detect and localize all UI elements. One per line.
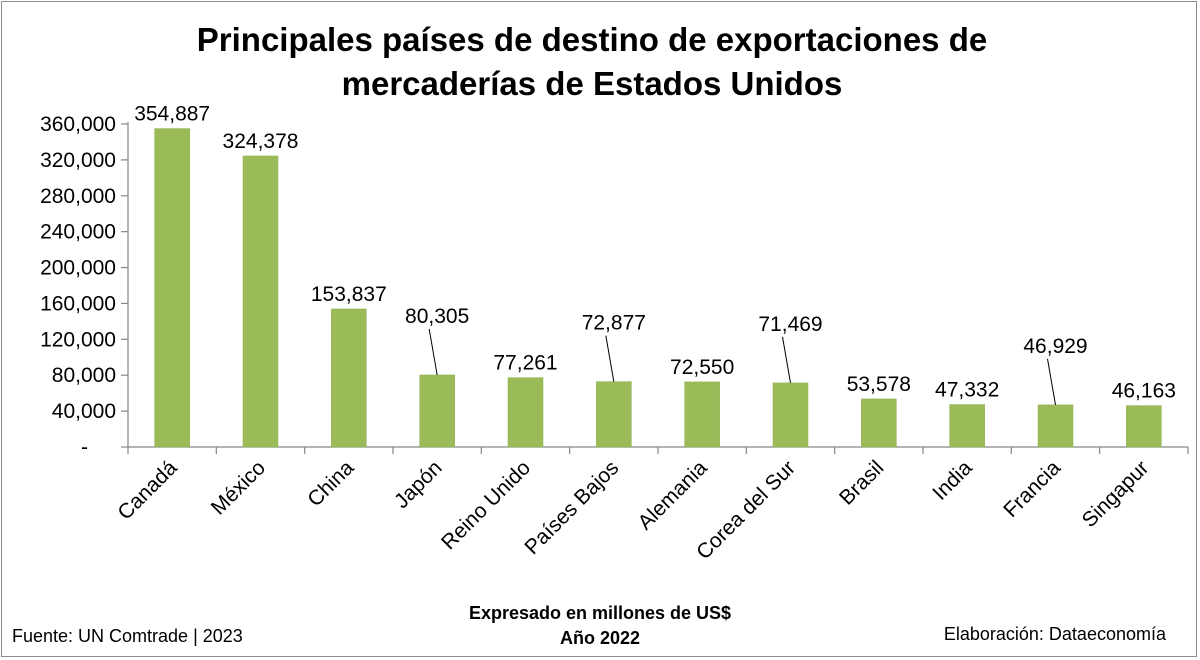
bar-países-bajos (596, 381, 632, 448)
bar-corea-del-sur (772, 382, 809, 448)
x-axis (127, 446, 1189, 454)
x-axis-title-line-2: Año 2022 (559, 628, 641, 648)
category-label: Francia (999, 456, 1065, 522)
leader-line (605, 335, 615, 382)
y-tick-label: 80,000 (52, 364, 116, 387)
data-label: 72,550 (670, 356, 734, 379)
bar-singapur (1126, 405, 1162, 448)
data-label: 80,305 (405, 305, 469, 328)
bar-canadá (154, 128, 190, 448)
bar-reino-unido (507, 377, 544, 448)
leader-line (1047, 358, 1056, 405)
bar-india (949, 404, 985, 448)
category-label: Brasil (835, 456, 888, 509)
y-tick-label: - (81, 436, 88, 459)
y-tick-label: 120,000 (40, 328, 116, 351)
y-tick-label: 160,000 (40, 292, 116, 315)
category-label: Singapur (1078, 456, 1154, 532)
category-label: China (303, 456, 358, 511)
y-axis: - 40,000 80,000 120,000 160,000 200,000 240,00… (40, 113, 129, 459)
bar-china (331, 308, 367, 448)
source-note: Fuente: UN Comtrade | 2023 (12, 626, 243, 646)
bar-francia (1037, 404, 1074, 448)
data-label: 324,378 (223, 130, 299, 153)
data-label: 354,887 (134, 103, 210, 126)
data-label: 46,929 (1023, 335, 1087, 358)
category-label: India (928, 456, 977, 505)
data-labels: 354,887 324,378 153,837 80,305 77,261 72,877 7… (134, 103, 1176, 405)
bar-alemania (684, 381, 720, 448)
bar-méxico (242, 155, 279, 448)
bars (154, 128, 1162, 448)
chart-title: Principales países de destino de exporta… (82, 18, 1102, 106)
y-tick-label: 40,000 (52, 400, 116, 423)
data-label: 47,332 (935, 379, 999, 402)
y-tick-label: 200,000 (40, 257, 116, 280)
category-label: México (207, 456, 270, 519)
bar-brasil (861, 398, 897, 448)
data-label: 46,163 (1112, 380, 1176, 403)
data-label: 153,837 (311, 283, 387, 306)
category-label: Países Bajos (520, 456, 623, 559)
category-label: Japón (390, 456, 447, 513)
data-label: 71,469 (758, 313, 822, 336)
leader-line (782, 336, 791, 383)
x-axis-title-line-1: Expresado en millones de US$ (468, 603, 732, 623)
leader-line (428, 328, 438, 376)
chart-title-line-2: mercaderías de Estados Unidos (341, 65, 843, 102)
category-label: Canadá (113, 456, 182, 525)
data-label: 53,578 (847, 373, 911, 396)
y-tick-label: 320,000 (40, 149, 116, 172)
data-label: 77,261 (493, 352, 557, 375)
chart-title-line-1: Principales países de destino de exporta… (196, 21, 988, 58)
data-label: 72,877 (582, 312, 646, 335)
bar-japón (419, 374, 455, 448)
y-tick-label: 240,000 (40, 221, 116, 244)
credit-note: Elaboración: Dataeconomía (943, 624, 1166, 644)
category-label: Reino Unido (437, 456, 535, 554)
category-label: Alemania (634, 456, 712, 534)
y-tick-label: 280,000 (40, 185, 116, 208)
y-tick-label: 360,000 (40, 113, 116, 136)
